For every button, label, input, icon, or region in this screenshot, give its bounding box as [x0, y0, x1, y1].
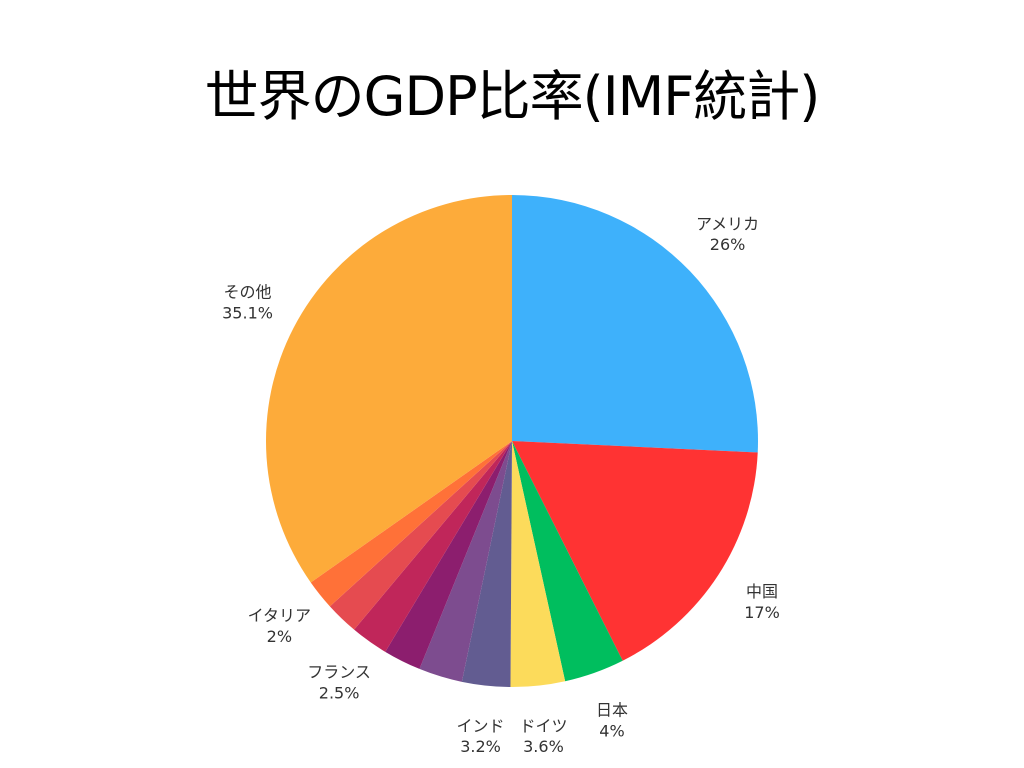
pie-slice	[512, 195, 759, 453]
slice-value: 17%	[744, 603, 780, 622]
slice-label: ドイツ 3.6%	[519, 716, 567, 756]
slice-name: インド	[457, 716, 505, 735]
slice-name: その他	[224, 283, 272, 302]
slice-label: フランス 2.5%	[307, 663, 371, 703]
slice-name: イタリア	[248, 606, 311, 625]
slice-name: アメリカ	[696, 214, 759, 233]
slice-name: ドイツ	[519, 716, 567, 735]
slice-value: 35.1%	[222, 303, 273, 322]
slice-value: 2.5%	[319, 684, 360, 703]
pie-slice	[385, 441, 512, 669]
pie-slice	[354, 441, 512, 652]
slice-label: 中国 17%	[744, 582, 780, 622]
slice-value: 3.2%	[460, 737, 501, 756]
slice-label: アメリカ 26%	[696, 214, 759, 254]
slice-value: 3.6%	[523, 737, 564, 756]
slice-name: 日本	[596, 701, 628, 720]
slice-label: イタリア 2%	[248, 606, 311, 646]
pie-slice	[265, 195, 512, 583]
pie-slice	[329, 441, 512, 630]
slice-value: 4%	[599, 722, 624, 741]
chart-title: 世界のGDP比率(IMF統計)	[204, 65, 821, 128]
slice-value: 2%	[267, 627, 292, 646]
pie-slice	[510, 441, 566, 687]
pie-slice	[512, 441, 758, 661]
pie-slice	[512, 441, 623, 682]
pie-slice	[419, 441, 512, 682]
slice-label: 日本 4%	[596, 701, 628, 741]
pie-slice	[310, 441, 512, 607]
slice-name: 中国	[746, 582, 778, 601]
slice-name: フランス	[307, 663, 371, 682]
slice-value: 26%	[710, 235, 746, 254]
slice-label: インド 3.2%	[457, 716, 505, 756]
pie-slice	[461, 441, 512, 687]
slice-label: その他 35.1%	[222, 283, 273, 323]
